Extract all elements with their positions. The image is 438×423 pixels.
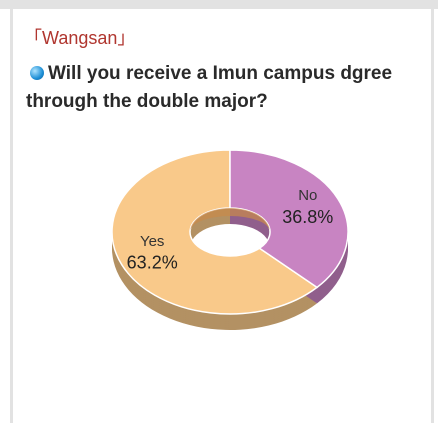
chart-subtitle: Will you receive a Imun campus dgree thr… <box>26 63 393 112</box>
category-label: Yes <box>140 233 164 250</box>
value-label: 36.8% <box>282 207 333 227</box>
value-label: 63.2% <box>127 253 178 273</box>
chart-title: 「Wangsan」 <box>24 28 136 48</box>
slice <box>111 149 319 315</box>
bullet-icon <box>30 66 44 80</box>
hole-wall <box>190 208 270 232</box>
border <box>431 9 434 423</box>
category-label: No <box>298 187 317 204</box>
border <box>10 9 13 423</box>
top-band <box>0 0 438 9</box>
